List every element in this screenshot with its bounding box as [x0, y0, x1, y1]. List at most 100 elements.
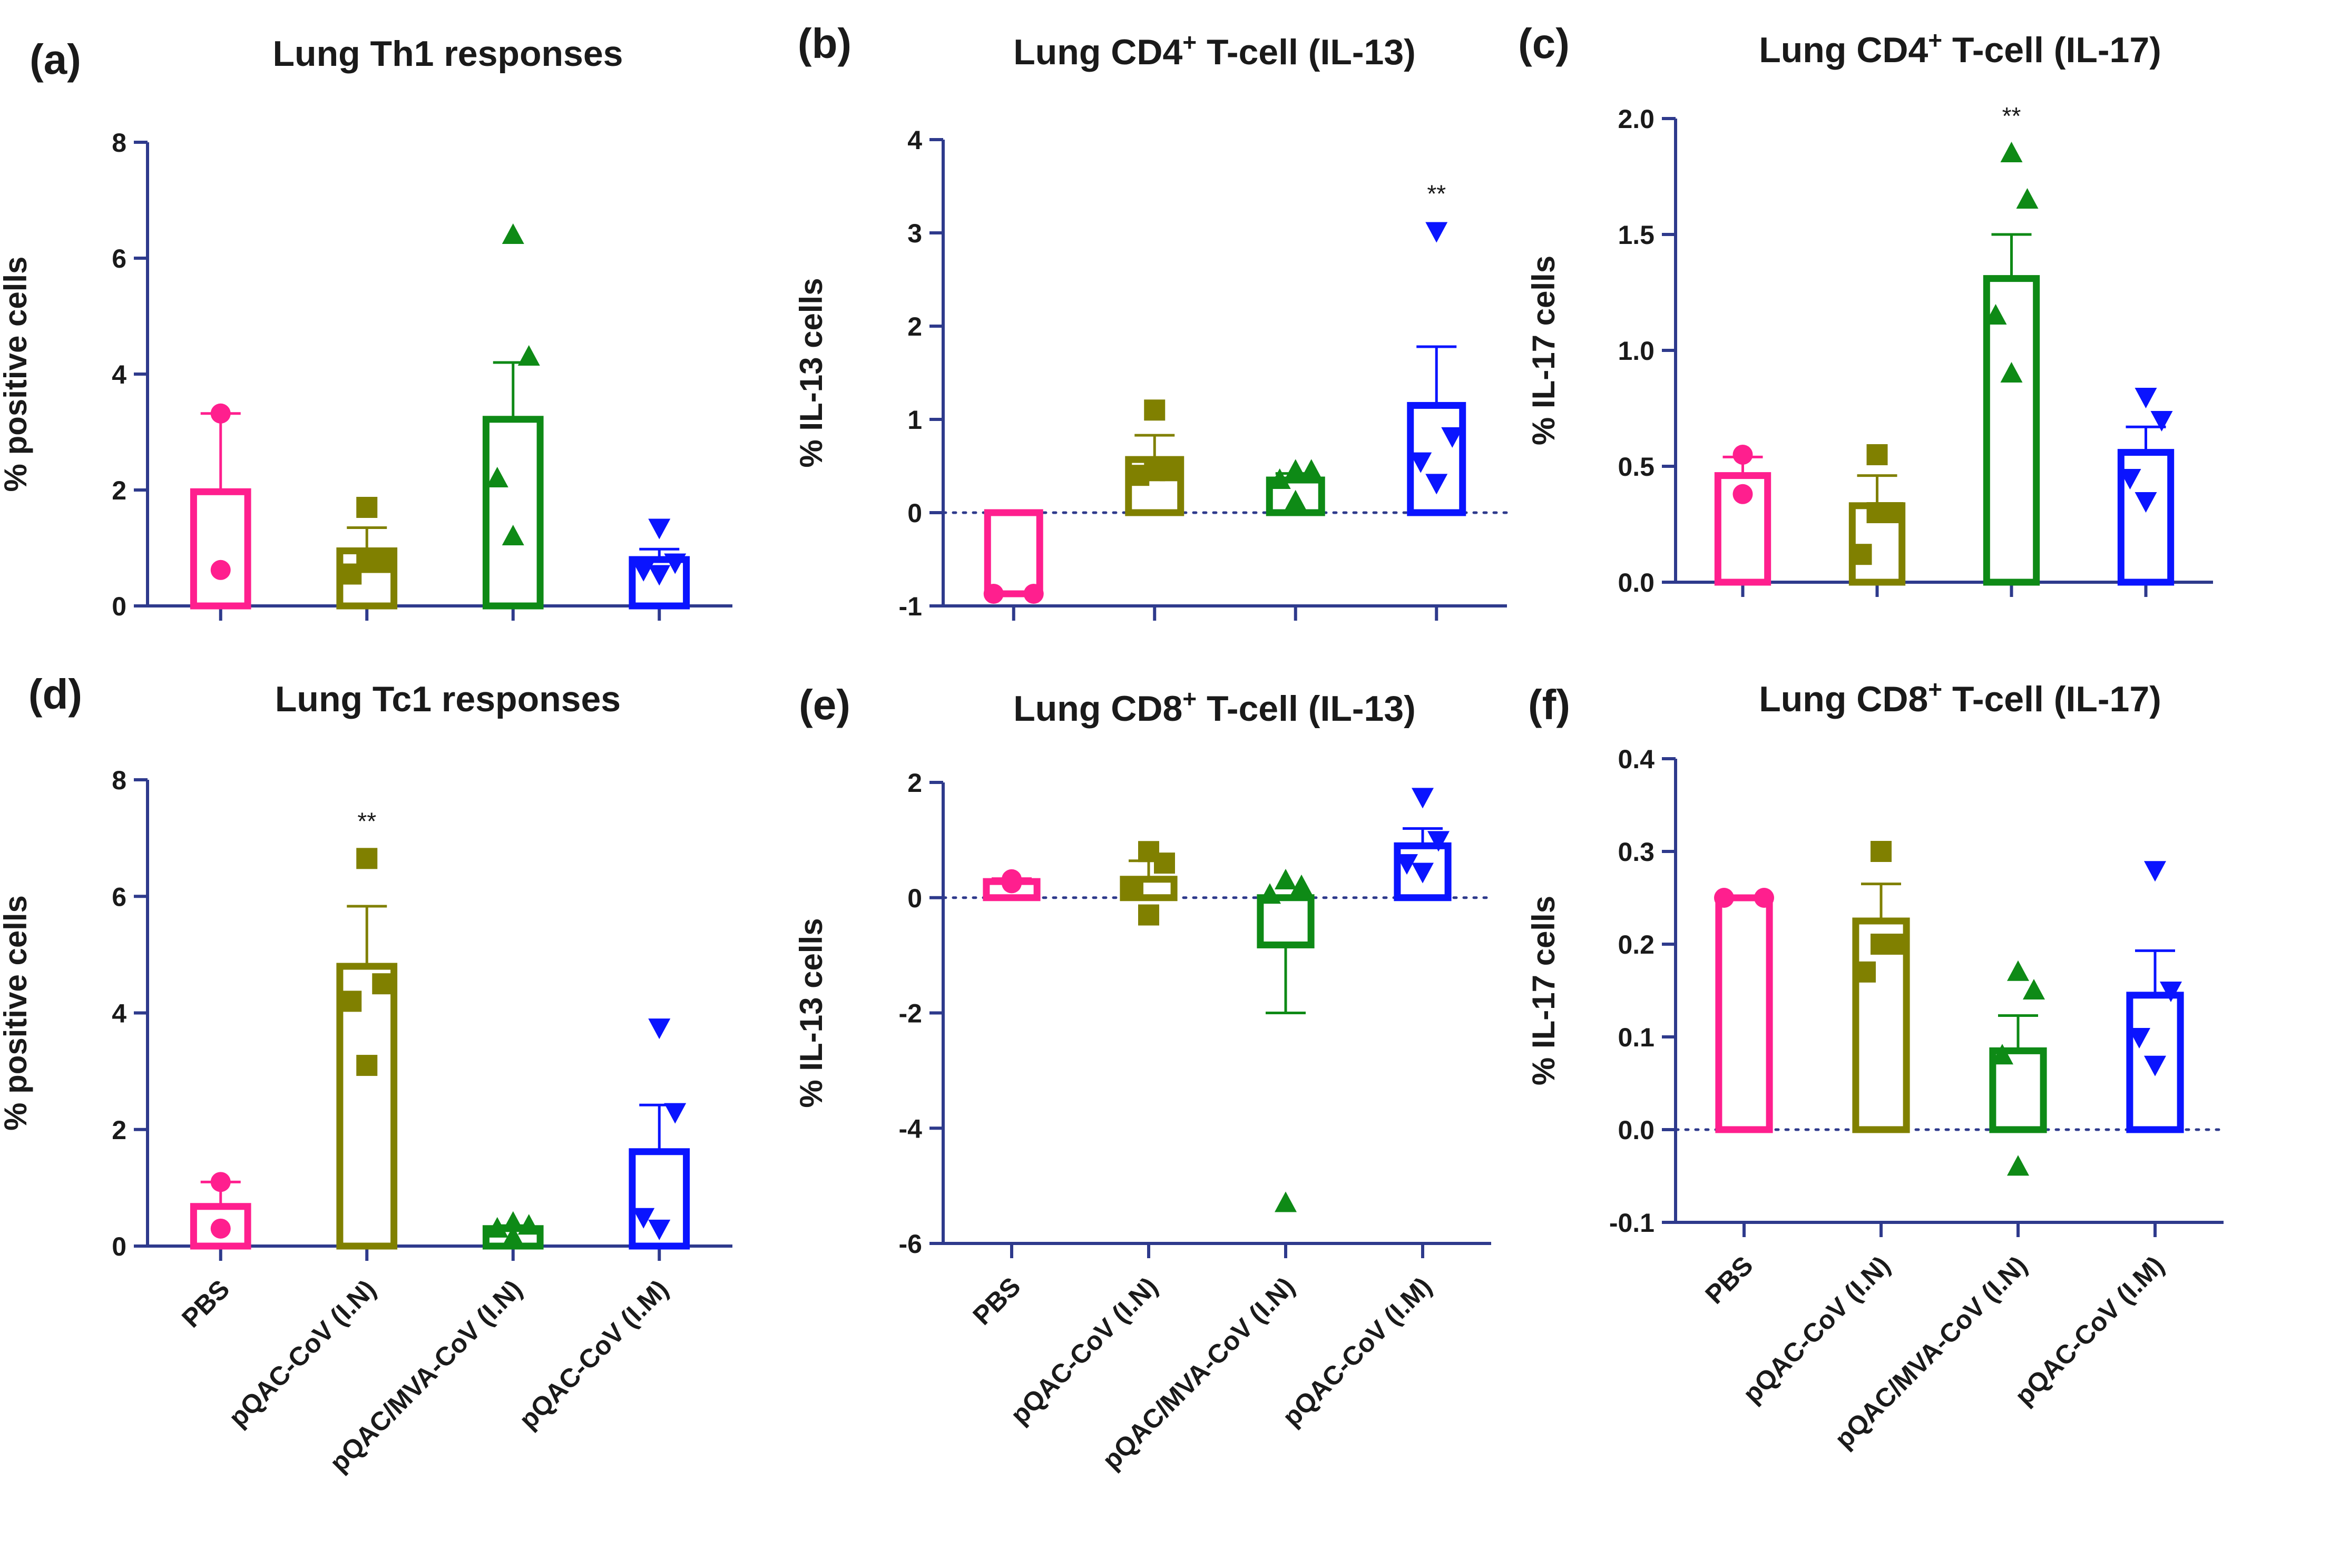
- data-point: [356, 848, 378, 869]
- data-point: [502, 223, 524, 244]
- y-tick-label: 2.0: [1618, 104, 1655, 134]
- y-tick-label: 4: [112, 999, 126, 1028]
- data-point: [1396, 854, 1418, 875]
- chart-title-rest: T-cell (IL-13): [1197, 32, 1416, 72]
- data-point: [1002, 873, 1022, 894]
- category-label: pQAC-CoV (I.N): [1737, 1250, 1896, 1409]
- data-point: [1991, 1044, 2013, 1065]
- category-label: pQAC-CoV (I.M): [1277, 1271, 1437, 1432]
- data-point: [2135, 388, 2157, 408]
- data-point: [210, 1172, 231, 1192]
- category-label: PBS: [176, 1274, 235, 1333]
- y-tick-label: -2: [899, 999, 922, 1028]
- data-point: [2119, 469, 2141, 489]
- data-point: [1023, 583, 1044, 604]
- data-point: [1732, 484, 1753, 504]
- data-point: [2000, 142, 2023, 162]
- data-point: [210, 1218, 231, 1239]
- y-axis-label: % positive cells: [0, 895, 33, 1131]
- data-point: [1412, 863, 1434, 884]
- data-point: [2128, 1028, 2150, 1048]
- y-tick-label: 0: [907, 498, 922, 528]
- y-tick-label: -0.1: [1609, 1208, 1655, 1238]
- data-point: [1144, 460, 1166, 482]
- data-point: [502, 1211, 524, 1232]
- data-point: [648, 565, 671, 586]
- panel-label: (e): [799, 681, 850, 728]
- panel-label: (f): [1528, 681, 1570, 728]
- y-axis-label: % IL-17 cells: [1526, 896, 1561, 1085]
- data-point: [2160, 982, 2182, 1002]
- data-point: [1259, 883, 1281, 904]
- y-tick-label: 8: [112, 766, 126, 795]
- bar-1: [1715, 894, 1773, 1133]
- data-point: [2007, 1155, 2029, 1176]
- panel-a: (a) Lung Th1 responses % positive cells 0 2 4…: [0, 34, 732, 621]
- data-point: [517, 1214, 540, 1235]
- data-point: [2144, 861, 2166, 882]
- category-label: pQAC-CoV (I.M): [513, 1274, 674, 1435]
- category-label: pQAC-CoV (I.M): [2009, 1250, 2170, 1411]
- data-point: [632, 1208, 655, 1229]
- data-point: [1871, 934, 1892, 955]
- data-point: [2144, 1055, 2166, 1076]
- panel-d: (d) Lung Tc1 responses % positive cells 0 2 4…: [0, 671, 732, 1478]
- y-tick-label: 2: [112, 476, 126, 505]
- chart-title: Lung CD8+ T-cell (IL-13): [1013, 685, 1416, 729]
- y-tick-label: 1.5: [1618, 220, 1655, 250]
- data-point: [1851, 544, 1872, 565]
- y-tick-label: 0: [112, 1232, 126, 1261]
- data-point: [648, 1219, 671, 1240]
- y-tick-label: 1.0: [1618, 336, 1655, 366]
- panel-label: (d): [28, 671, 82, 718]
- chart-title-main: Lung CD8: [1013, 689, 1182, 729]
- data-point: [1284, 489, 1307, 511]
- data-point: [1441, 427, 1464, 448]
- data-point: [1284, 459, 1307, 480]
- data-point: [2000, 362, 2023, 383]
- y-tick-label: 4: [907, 125, 922, 155]
- data-point: [340, 991, 362, 1012]
- data-point: [1425, 474, 1448, 495]
- y-tick-label: 0.1: [1618, 1023, 1655, 1052]
- chart-title-main: Lung Th1 responses: [273, 34, 623, 74]
- data-point: [1409, 452, 1432, 473]
- bar-3: [482, 416, 544, 610]
- data-point: [356, 552, 378, 573]
- y-tick-label: 8: [112, 128, 126, 158]
- data-point: [1138, 904, 1159, 926]
- y-tick-label: 0.2: [1618, 930, 1655, 959]
- category-label: PBS: [1699, 1250, 1758, 1309]
- data-point: [1984, 304, 2007, 325]
- y-tick-label: 0: [907, 884, 922, 913]
- chart-title-rest: T-cell (IL-17): [1942, 679, 2161, 719]
- data-point: [2150, 411, 2173, 432]
- chart-title-rest: T-cell (IL-17): [1942, 30, 2161, 70]
- bar-1: [984, 509, 1043, 597]
- data-point: [1714, 888, 1734, 908]
- y-tick-label: 0.4: [1618, 744, 1655, 774]
- chart-title-superscript: +: [1182, 685, 1197, 712]
- data-point: [486, 1217, 508, 1238]
- data-point: [210, 403, 231, 424]
- data-point: [356, 1055, 378, 1076]
- y-tick-label: 2: [112, 1115, 126, 1145]
- data-point: [502, 1226, 524, 1247]
- bar-1: [190, 488, 251, 610]
- category-label: PBS: [967, 1271, 1026, 1330]
- data-point: [1855, 961, 1876, 983]
- data-point: [517, 345, 540, 366]
- y-tick-label: 0.0: [1618, 568, 1655, 597]
- data-point: [1412, 788, 1434, 809]
- y-tick-label: 6: [112, 882, 126, 912]
- data-point: [2007, 960, 2029, 981]
- data-point: [1425, 222, 1448, 243]
- significance-label: **: [2002, 102, 2021, 130]
- significance-label: **: [357, 807, 376, 835]
- data-point: [210, 560, 231, 580]
- chart-title: Lung Th1 responses: [273, 34, 623, 74]
- category-label: pQAC-CoV (I.N): [1005, 1271, 1163, 1430]
- y-tick-label: 2: [907, 768, 922, 798]
- data-point: [1427, 831, 1450, 852]
- data-point: [1275, 868, 1297, 889]
